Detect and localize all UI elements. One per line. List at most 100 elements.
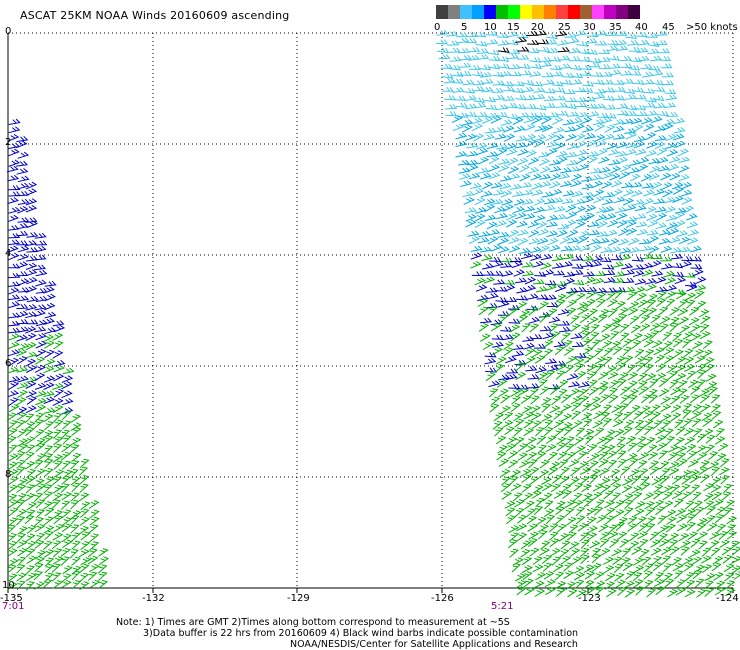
- wind-barb: [25, 565, 36, 575]
- longitude-label: -132: [142, 593, 165, 604]
- wind-barb: [645, 515, 657, 525]
- wind-barb: [535, 112, 548, 118]
- wind-barb: [504, 426, 515, 436]
- wind-barb: [660, 403, 672, 413]
- wind-barb: [618, 171, 631, 180]
- wind-barb: [97, 579, 109, 589]
- wind-barb: [529, 476, 540, 486]
- wind-barb: [643, 102, 656, 108]
- wind-barb: [626, 291, 638, 301]
- wind-barb: [672, 475, 683, 485]
- wind-barb: [609, 379, 620, 389]
- wind-barb: [669, 316, 680, 326]
- wind-barb: [8, 272, 21, 279]
- wind-barb: [492, 189, 505, 196]
- wind-barb: [544, 294, 557, 301]
- wind-barb: [521, 564, 534, 573]
- wind-barb: [608, 524, 618, 534]
- wind-barb: [532, 279, 545, 285]
- wind-barb: [631, 256, 644, 262]
- wind-barb: [502, 203, 515, 212]
- wind-barb: [465, 94, 478, 101]
- wind-barb: [549, 159, 561, 166]
- wind-barb: [698, 540, 708, 550]
- wind-barb: [17, 205, 29, 214]
- wind-barb: [655, 286, 668, 293]
- wind-barb: [646, 141, 658, 149]
- legend-swatch: [628, 5, 640, 19]
- wind-barb: [603, 347, 614, 357]
- wind-barb: [7, 214, 19, 223]
- wind-barb: [34, 326, 47, 333]
- wind-barb: [8, 476, 19, 486]
- wind-barb: [628, 246, 641, 254]
- wind-barb: [557, 308, 570, 316]
- wind-barb: [672, 195, 684, 203]
- wind-barb: [16, 261, 29, 269]
- wind-barb: [471, 117, 483, 125]
- wind-barb: [7, 174, 20, 182]
- wind-barb: [579, 466, 592, 475]
- wind-barb: [591, 547, 602, 558]
- wind-barb: [34, 382, 47, 390]
- wind-barb: [497, 56, 510, 63]
- wind-barb: [558, 379, 569, 389]
- wind-map: [6, 29, 740, 598]
- wind-barb: [477, 167, 490, 174]
- wind-barb: [70, 476, 81, 486]
- wind-barb: [682, 403, 693, 413]
- wind-barb: [479, 64, 492, 71]
- wind-barb: [711, 410, 722, 420]
- wind-barb: [71, 565, 82, 575]
- wind-barb: [506, 515, 517, 525]
- wind-barb: [513, 269, 526, 277]
- wind-barb: [480, 317, 493, 324]
- wind-barb: [604, 124, 616, 133]
- wind-barb: [16, 168, 29, 175]
- wind-barb: [632, 79, 645, 85]
- wind-barb: [510, 469, 522, 478]
- wind-barb: [515, 579, 527, 589]
- wind-barb: [522, 571, 533, 581]
- wind-barb: [560, 245, 573, 252]
- wind-barb: [635, 31, 648, 38]
- wind-barb: [690, 484, 701, 494]
- wind-barb: [503, 411, 514, 421]
- wind-barb: [503, 133, 516, 142]
- wind-barb: [524, 103, 537, 110]
- wind-barb: [16, 160, 29, 167]
- wind-barb: [459, 70, 472, 77]
- wind-barb: [581, 402, 592, 412]
- wind-barb: [698, 466, 709, 476]
- wind-barb: [632, 557, 644, 566]
- wind-barb: [724, 572, 735, 582]
- wind-barb: [660, 245, 673, 253]
- wind-barb: [585, 286, 598, 293]
- wind-barb: [686, 283, 698, 292]
- wind-barb: [659, 538, 671, 548]
- wind-barb: [570, 396, 582, 405]
- wind-barb: [587, 316, 599, 325]
- wind-barb: [704, 587, 715, 597]
- wind-barb: [16, 366, 29, 373]
- wind-barb: [514, 499, 525, 508]
- wind-barb: [528, 459, 538, 469]
- wind-barb: [556, 442, 567, 452]
- wind-barb: [499, 70, 512, 77]
- legend-label: 5: [461, 22, 468, 33]
- wind-barb: [556, 229, 568, 238]
- wind-barb: [500, 483, 511, 493]
- wind-barb: [534, 271, 547, 277]
- wind-barb: [543, 427, 554, 437]
- wind-barb: [8, 357, 20, 367]
- wind-barb: [484, 357, 497, 365]
- wind-barb: [493, 412, 505, 422]
- wind-barb: [459, 62, 472, 68]
- wind-barb: [509, 71, 522, 77]
- wind-barb: [598, 56, 611, 62]
- wind-barb: [667, 452, 679, 461]
- wind-barb: [536, 435, 547, 445]
- wind-barb: [516, 287, 529, 294]
- wind-barb: [647, 444, 658, 454]
- wind-barb: [8, 252, 20, 261]
